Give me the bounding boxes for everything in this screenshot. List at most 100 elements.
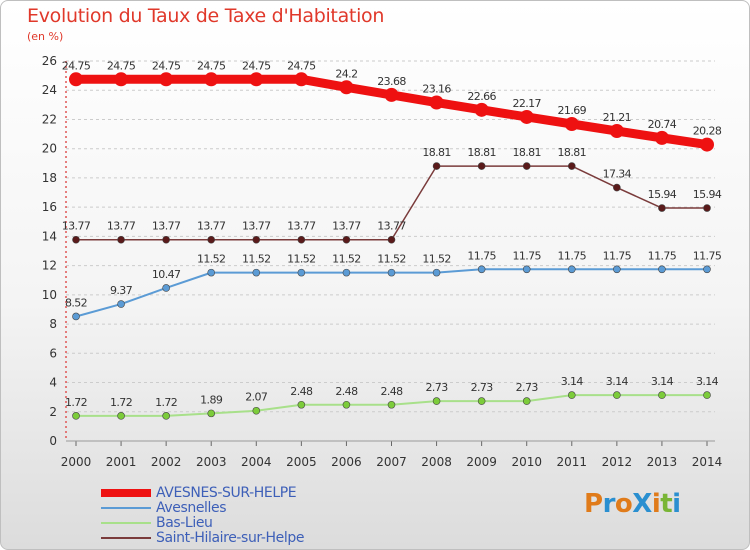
x-tick-label: 2009 <box>466 455 497 469</box>
data-point <box>519 109 534 124</box>
legend-label: Saint-Hilaire-sur-Helpe <box>156 530 305 546</box>
data-label: 13.77 <box>197 220 226 233</box>
data-point <box>162 235 170 244</box>
data-label: 24.75 <box>197 59 226 72</box>
data-label: 2.73 <box>516 381 539 394</box>
data-label: 11.52 <box>197 253 226 266</box>
data-point <box>204 72 219 87</box>
x-tick-label: 2014 <box>692 455 723 469</box>
data-point <box>297 268 306 277</box>
data-label: 1.89 <box>200 393 223 406</box>
y-tick-label: 4 <box>49 376 57 390</box>
data-point <box>72 235 80 244</box>
data-label: 13.77 <box>152 220 181 233</box>
data-label: 17.34 <box>603 168 632 181</box>
data-point <box>72 312 80 321</box>
legend-label: Avesnelles <box>156 500 227 516</box>
data-label: 21.69 <box>558 104 587 117</box>
data-point <box>159 72 174 87</box>
data-label: 9.37 <box>110 284 133 297</box>
data-label: 23.16 <box>422 83 451 96</box>
data-point <box>654 130 669 145</box>
x-tick-label: 2006 <box>331 455 362 469</box>
data-point <box>249 72 264 87</box>
legend-swatch <box>101 522 151 524</box>
data-point <box>613 183 621 192</box>
data-point <box>567 162 576 170</box>
data-point <box>252 406 261 415</box>
data-point <box>700 137 714 152</box>
legend-swatch <box>101 507 151 509</box>
data-point <box>703 204 711 212</box>
data-point <box>387 268 396 277</box>
data-point <box>252 268 261 277</box>
data-point <box>207 268 216 277</box>
data-point <box>432 162 441 170</box>
data-point <box>339 80 354 95</box>
data-point <box>114 72 129 87</box>
x-tick-label: 2003 <box>196 455 227 469</box>
data-point <box>117 412 125 420</box>
legend-swatch <box>101 537 151 539</box>
data-label: 8.52 <box>65 296 87 309</box>
data-point <box>658 391 666 399</box>
x-tick-label: 2013 <box>647 455 678 469</box>
data-point <box>613 391 621 399</box>
data-point <box>342 268 351 277</box>
y-tick-label: 8 <box>49 317 57 331</box>
data-point <box>387 235 396 244</box>
data-label: 13.77 <box>287 220 316 233</box>
data-label: 24.75 <box>287 59 316 72</box>
data-label: 11.75 <box>512 249 541 262</box>
data-label: 1.72 <box>110 396 132 409</box>
data-point <box>658 265 666 274</box>
data-label: 24.75 <box>62 59 91 72</box>
data-label: 18.81 <box>467 146 496 159</box>
x-tick-label: 2000 <box>61 455 92 469</box>
data-label: 2.07 <box>245 391 268 404</box>
data-point <box>477 397 486 405</box>
data-point <box>297 235 306 244</box>
data-label: 21.21 <box>603 111 632 124</box>
data-label: 3.14 <box>696 375 719 388</box>
data-point <box>429 95 444 110</box>
data-point <box>387 400 396 409</box>
data-label: 24.2 <box>335 67 357 80</box>
data-point <box>69 72 83 87</box>
data-point <box>477 265 486 274</box>
data-label: 23.68 <box>377 75 406 88</box>
data-label: 13.77 <box>332 220 361 233</box>
data-label: 18.81 <box>512 146 541 159</box>
x-tick-label: 2007 <box>376 455 407 469</box>
data-point <box>703 265 711 274</box>
data-point <box>162 284 170 292</box>
data-point <box>522 265 531 274</box>
chart-title: Evolution du Taux de Taxe d'Habitation <box>27 5 385 27</box>
data-label: 3.14 <box>651 375 674 388</box>
data-point <box>567 391 576 399</box>
data-point <box>207 409 216 418</box>
x-tick-label: 2005 <box>286 455 317 469</box>
data-label: 24.75 <box>152 59 181 72</box>
y-tick-label: 18 <box>42 171 57 185</box>
y-tick-label: 16 <box>42 200 57 214</box>
data-point <box>474 102 489 117</box>
y-tick-label: 22 <box>42 112 57 126</box>
data-point <box>162 412 170 420</box>
data-label: 15.94 <box>693 188 722 201</box>
data-point <box>342 400 351 409</box>
y-tick-label: 10 <box>42 288 57 302</box>
data-point <box>564 116 579 131</box>
data-label: 13.77 <box>377 220 406 233</box>
data-label: 24.75 <box>242 59 271 72</box>
data-label: 11.52 <box>422 253 451 266</box>
y-tick-label: 12 <box>42 259 57 273</box>
data-point <box>117 235 125 244</box>
legend-label: AVESNES-SUR-HELPE <box>156 485 297 501</box>
legend-swatch <box>101 489 151 497</box>
data-label: 2.73 <box>426 381 449 394</box>
data-point <box>703 391 711 399</box>
data-label: 3.14 <box>561 375 584 388</box>
